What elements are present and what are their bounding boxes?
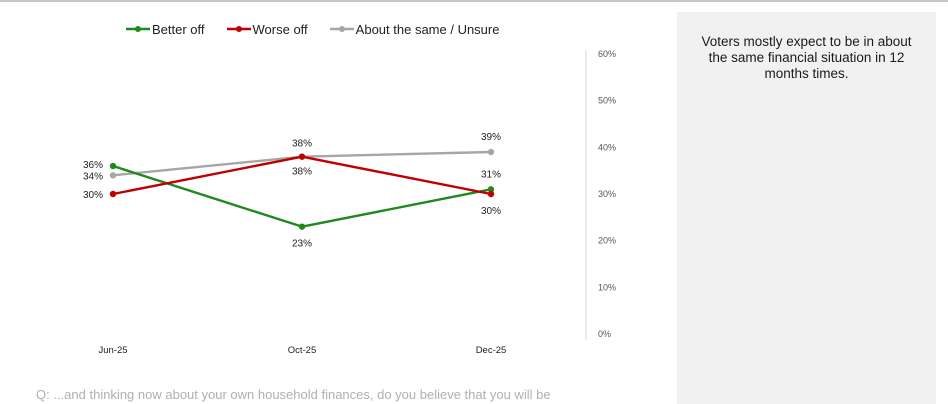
data-point xyxy=(487,190,495,198)
line-chart: 0% 10% 20% 30% 40% 50% 60% Jun-25 Oct-25 Dec-25 36… xyxy=(83,49,616,356)
x-tick-label: Oct-25 xyxy=(288,345,317,356)
y-tick-label: 40% xyxy=(598,142,616,152)
data-label: 38% xyxy=(292,167,312,178)
top-rule xyxy=(0,0,948,2)
data-point xyxy=(298,223,306,230)
data-label: 31% xyxy=(481,169,501,180)
y-tick-label: 20% xyxy=(598,236,616,246)
data-point xyxy=(109,172,117,179)
data-point xyxy=(487,186,495,193)
legend-label-about-the-same: About the same / Unsure xyxy=(355,21,500,37)
data-label: 36% xyxy=(83,160,103,171)
data-label: 30% xyxy=(481,206,501,217)
data-point xyxy=(109,162,117,170)
y-tick-label: 30% xyxy=(598,189,616,199)
legend-item-better-off: Better off xyxy=(126,22,205,37)
x-tick-label: Dec-25 xyxy=(476,345,507,356)
data-label: 39% xyxy=(481,132,501,143)
legend-label-better-off: Better off xyxy=(152,21,205,37)
y-tick-label: 10% xyxy=(598,282,616,292)
data-label: 38% xyxy=(292,139,312,150)
data-point xyxy=(487,148,495,156)
side-panel: Voters mostly expect to be in about the … xyxy=(677,12,936,404)
y-tick-label: 60% xyxy=(598,49,616,59)
data-label: 34% xyxy=(83,171,103,182)
x-tick-label: Jun-25 xyxy=(98,345,127,356)
legend-item-about-the-same: About the same / Unsure xyxy=(329,21,500,37)
side-panel-text: Voters mostly expect to be in about the … xyxy=(701,34,912,81)
legend-swatch-about-the-same xyxy=(329,26,354,32)
question-footnote: Q: ...and thinking now about your own ho… xyxy=(36,387,551,402)
legend-swatch-worse-off xyxy=(226,26,251,32)
data-point xyxy=(109,190,117,198)
data-point xyxy=(298,153,306,160)
data-label: 30% xyxy=(83,190,103,201)
legend-label-worse-off: Worse off xyxy=(252,21,308,37)
y-tick-label: 50% xyxy=(598,96,616,106)
legend-swatch-better-off xyxy=(126,26,150,32)
y-tick-label: 0% xyxy=(598,329,611,339)
chart-legend: Better off Worse off About the same / Un… xyxy=(126,20,499,38)
legend-item-worse-off: Worse off xyxy=(226,21,308,37)
data-label: 23% xyxy=(292,239,312,250)
